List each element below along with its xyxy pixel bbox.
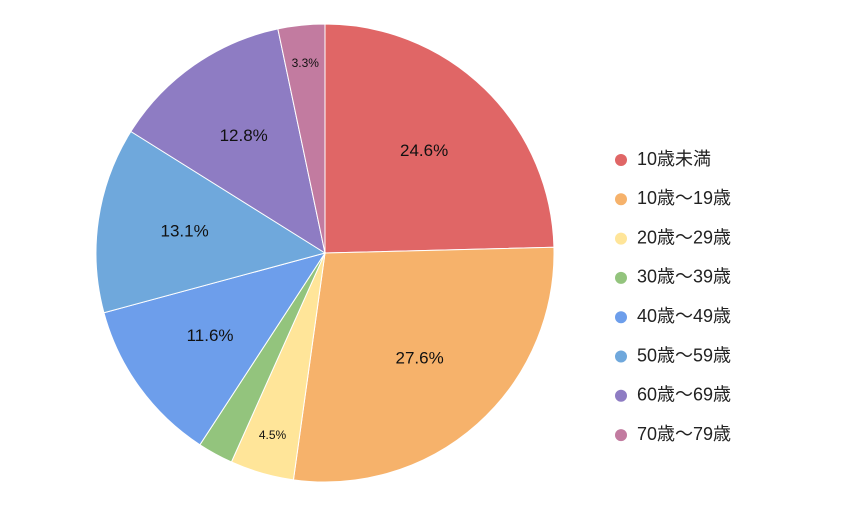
data-label-slice-8: 3.3% bbox=[292, 56, 320, 70]
legend-label-8: 70歳〜79歳 bbox=[637, 424, 731, 444]
data-label-slice-6: 13.1% bbox=[160, 222, 208, 241]
pie-slice-7 bbox=[130, 28, 326, 255]
pie-slice-2 bbox=[292, 246, 555, 483]
legend-item-8: 70歳〜79歳 bbox=[615, 424, 731, 444]
legend-marker-8 bbox=[615, 429, 627, 442]
legend-item-1: 10歳未満 bbox=[615, 149, 711, 169]
legend-item-5: 40歳〜49歳 bbox=[615, 306, 731, 326]
pie-slice-1 bbox=[324, 23, 555, 254]
legend-item-3: 20歳〜29歳 bbox=[615, 227, 731, 247]
legend-label-4: 30歳〜39歳 bbox=[637, 267, 731, 287]
data-label-slice-1: 24.6% bbox=[400, 141, 448, 160]
data-label-slice-2: 27.6% bbox=[395, 348, 443, 367]
legend-label-1: 10歳未満 bbox=[637, 149, 711, 169]
data-label-slice-5: 11.6% bbox=[187, 326, 234, 345]
legend-item-4: 30歳〜39歳 bbox=[615, 267, 731, 287]
legend-marker-6 bbox=[615, 350, 627, 363]
legend-label-2: 10歳〜19歳 bbox=[637, 188, 731, 208]
legend: 10歳未満 10歳〜19歳 20歳〜29歳 30歳〜39歳 40歳〜49歳 50歳〜59歳… bbox=[615, 149, 731, 444]
legend-marker-1 bbox=[615, 154, 627, 166]
legend-item-2: 10歳〜19歳 bbox=[615, 188, 731, 208]
legend-marker-4 bbox=[615, 271, 627, 284]
pie-slice-6 bbox=[95, 130, 327, 314]
pie-slice-5 bbox=[103, 252, 327, 446]
pie-slice-8 bbox=[277, 23, 326, 254]
legend-marker-5 bbox=[615, 311, 627, 324]
pie-labels: 24.6% 27.6% 4.5% 11.6% 13.1% 12.8% 3.3% bbox=[160, 56, 448, 442]
pie-slices bbox=[95, 23, 555, 483]
legend-label-3: 20歳〜29歳 bbox=[637, 227, 731, 247]
legend-marker-2 bbox=[615, 193, 627, 206]
data-label-slice-3: 4.5% bbox=[259, 428, 287, 442]
legend-item-6: 50歳〜59歳 bbox=[615, 345, 731, 365]
legend-marker-3 bbox=[615, 232, 627, 245]
legend-marker-7 bbox=[615, 389, 627, 402]
legend-label-6: 50歳〜59歳 bbox=[637, 345, 731, 365]
legend-label-7: 60歳〜69歳 bbox=[637, 385, 731, 405]
legend-label-5: 40歳〜49歳 bbox=[637, 306, 731, 326]
legend-item-7: 60歳〜69歳 bbox=[615, 385, 731, 405]
data-label-slice-7: 12.8% bbox=[220, 126, 268, 145]
